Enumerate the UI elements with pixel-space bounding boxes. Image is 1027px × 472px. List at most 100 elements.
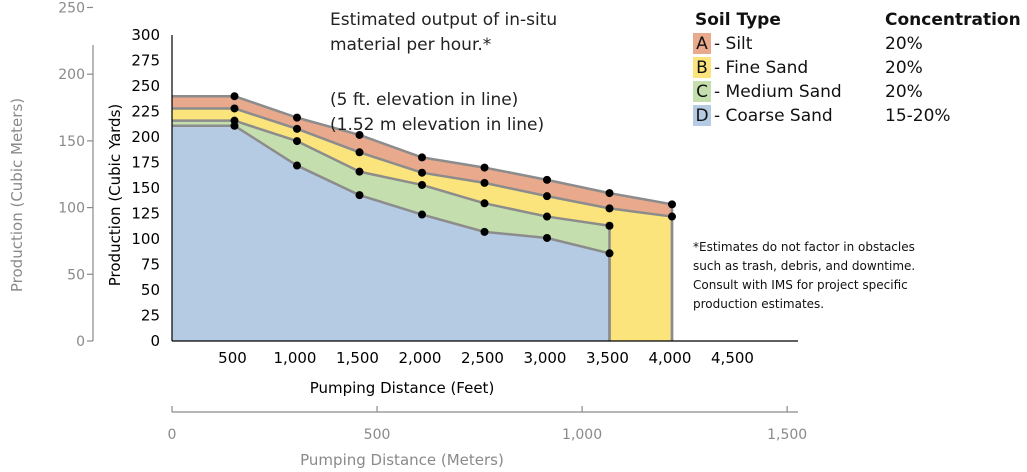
x-tick-label: 4,000: [649, 349, 692, 367]
legend-row: D - Coarse Sand 15-20%: [693, 105, 951, 126]
data-point: [355, 130, 364, 139]
data-point: [605, 249, 614, 258]
footnote-line-3: Consult with IMS for project specific: [693, 278, 908, 292]
y-tick-label: 225: [131, 103, 160, 121]
data-point: [230, 121, 239, 130]
data-point: [605, 204, 614, 213]
y-tick-label: 250: [131, 77, 160, 95]
y-tick-labels: 0 25 50 75 100 125 150 175 200 225 250 275 300: [131, 26, 160, 350]
legend-row: A - Silt 20%: [693, 33, 923, 54]
secondary-y-tick-label: 150: [58, 134, 85, 150]
y-tick-label: 25: [141, 307, 160, 325]
x-axis-title: Pumping Distance (Feet): [310, 379, 495, 397]
data-point: [230, 92, 239, 101]
legend-label: - Silt: [714, 34, 753, 54]
secondary-x-axis-title: Pumping Distance (Meters): [300, 451, 504, 469]
legend-label: - Medium Sand: [714, 82, 842, 102]
y-tick-label: 150: [131, 179, 160, 197]
data-markers: [230, 92, 676, 258]
y-tick-label: 75: [141, 256, 160, 274]
legend-letter: B: [696, 58, 708, 78]
legend-letter: A: [696, 34, 708, 54]
data-point: [480, 178, 489, 187]
data-point: [355, 167, 364, 176]
title-line-2: material per hour.*: [330, 35, 491, 55]
data-point: [293, 137, 301, 146]
x-tick-label: 2,500: [461, 349, 504, 367]
edge-silt: [172, 94, 674, 341]
band-coarse-sand: [172, 125, 610, 341]
y-tick-label: 50: [141, 281, 160, 299]
secondary-x-tick-label: 0: [168, 427, 177, 443]
data-point: [293, 124, 301, 133]
data-point: [293, 161, 301, 170]
data-point: [418, 153, 426, 162]
edge-fine-sand: [172, 107, 674, 341]
footnote-line-1: *Estimates do not factor in obstacles: [693, 240, 915, 254]
legend-row: B - Fine Sand 20%: [693, 57, 923, 78]
x-tick-label: 1,000: [274, 349, 317, 367]
legend-swatch: [693, 57, 711, 78]
data-point: [668, 212, 676, 221]
legend: Soil Type Concentration A - Silt 20% B - Fin…: [693, 10, 1021, 126]
y-tick-label: 300: [131, 26, 160, 44]
legend-swatch: [693, 81, 711, 102]
data-point: [543, 212, 551, 221]
x-tick-label: 1,500: [336, 349, 379, 367]
x-tick-label: 3,000: [524, 349, 567, 367]
legend-label: - Coarse Sand: [714, 106, 833, 126]
legend-swatch: [693, 105, 711, 126]
y-tick-label: 125: [131, 205, 160, 223]
data-point: [355, 148, 364, 157]
data-point: [543, 233, 551, 242]
footnote-line-2: such as trash, debris, and downtime.: [693, 259, 915, 273]
y-tick-label: 275: [131, 52, 160, 70]
legend-row: C - Medium Sand 20%: [693, 81, 923, 102]
y-tick-label: 0: [150, 332, 160, 350]
data-point: [230, 104, 239, 113]
secondary-y-tick-labels: 0 50 100 150 200 250: [58, 0, 93, 350]
data-point: [543, 192, 551, 201]
y-tick-label: 175: [131, 154, 160, 172]
legend-concentration: 20%: [885, 82, 923, 102]
legend-letter: C: [696, 82, 708, 102]
data-point: [605, 221, 614, 230]
data-point: [480, 199, 489, 208]
data-point: [543, 175, 551, 184]
secondary-x-tick-label: 1,000: [562, 427, 602, 443]
legend-concentration: 15-20%: [885, 106, 951, 126]
legend-concentration: 20%: [885, 34, 923, 54]
secondary-x-tick-label: 500: [364, 427, 391, 443]
x-tick-label: 3,500: [586, 349, 629, 367]
secondary-x-tick-label: 1,500: [767, 427, 807, 443]
footnote: *Estimates do not factor in obstacles su…: [693, 240, 915, 311]
legend-label: - Fine Sand: [714, 58, 808, 78]
title-line-4: (5 ft. elevation in line): [330, 90, 518, 110]
data-point: [355, 191, 364, 200]
x-tick-labels: 500 1,000 1,500 2,000 2,500 3,000 3,500 4,000 4,…: [218, 349, 754, 367]
area-bands: [172, 96, 672, 342]
data-point: [668, 200, 676, 209]
x-tick-label: 2,000: [399, 349, 442, 367]
secondary-x-tick-labels: 0 500 1,000 1,500: [168, 406, 807, 443]
data-point: [418, 180, 426, 189]
y-tick-label: 100: [131, 230, 160, 248]
legend-concentration: 20%: [885, 58, 923, 78]
title-line-1: Estimated output of in-situ: [330, 10, 557, 30]
legend-header-soil-type: Soil Type: [695, 10, 781, 30]
data-point: [480, 163, 489, 172]
y-axis-title: Production (Cubic Yards): [106, 104, 124, 287]
legend-letter: D: [695, 106, 708, 126]
footnote-line-4: production estimates.: [693, 297, 824, 311]
secondary-y-tick-label: 250: [58, 0, 85, 16]
chart-title: Estimated output of in-situ material per…: [330, 10, 557, 135]
title-line-5: (1.52 m elevation in line): [330, 115, 544, 135]
data-point: [480, 227, 489, 236]
legend-header-concentration: Concentration: [885, 10, 1021, 30]
secondary-y-tick-label: 0: [76, 334, 85, 350]
data-point: [605, 189, 614, 198]
secondary-y-tick-label: 200: [58, 67, 85, 83]
legend-swatch: [693, 33, 711, 54]
data-point: [418, 210, 426, 219]
